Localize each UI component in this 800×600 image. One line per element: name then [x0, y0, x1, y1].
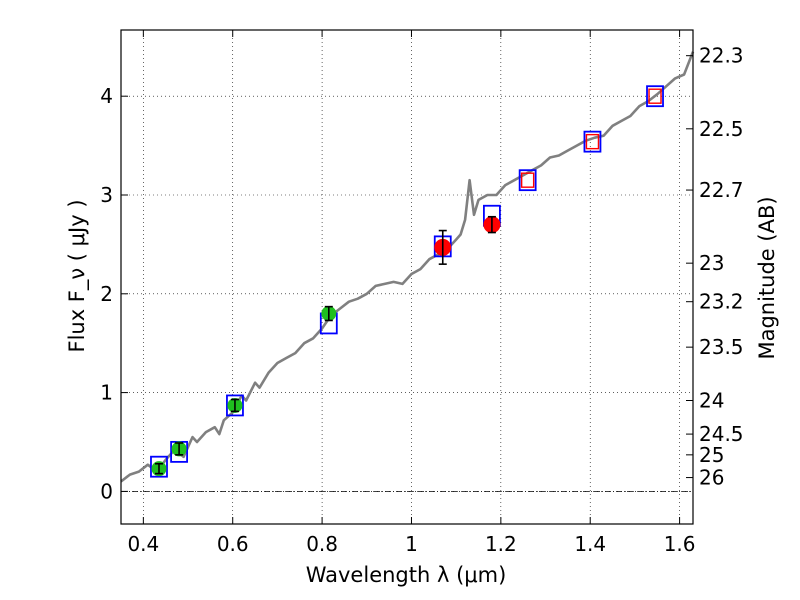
model-band-marker [518, 169, 537, 192]
y-tick-label: 1 [100, 381, 113, 405]
x-tick-label: 1.4 [574, 532, 606, 556]
y-tick-label: 4 [100, 84, 113, 108]
y-tick-label: 2 [100, 282, 113, 306]
right-tick-label: 22.7 [699, 178, 744, 202]
x-tick-label: 0.4 [127, 532, 159, 556]
model-spectrum-line [120, 51, 695, 483]
y-tick-label: 0 [100, 479, 113, 503]
upper-limit-marker [648, 88, 662, 104]
right-tick-label: 24.5 [699, 422, 744, 446]
right-tick-label: 23.5 [699, 335, 744, 359]
x-tick-label: 1.6 [664, 532, 696, 556]
model-band-marker [646, 85, 664, 108]
model-spectrum-layer [120, 51, 695, 483]
x-tick-label: 1 [405, 532, 418, 556]
right-tick-label: 23.2 [699, 290, 744, 314]
right-tick-label: 22.5 [699, 117, 744, 141]
x-tick-label: 0.6 [217, 532, 249, 556]
x-tick-label: 0.8 [306, 532, 338, 556]
right-tick-label: 22.3 [699, 44, 744, 68]
right-tick-label: 26 [699, 466, 724, 490]
right-tick-label: 24 [699, 389, 724, 413]
axis-ticks [121, 30, 693, 524]
right-axis-label: Magnitude (AB) [755, 196, 779, 359]
model-band-marker [583, 130, 602, 153]
observed-data-layer [151, 88, 662, 477]
x-tick-label: 1.2 [485, 532, 517, 556]
plot-frame [120, 29, 694, 525]
x-axis-label: Wavelength λ (μm) [306, 563, 507, 587]
upper-limit-marker [520, 172, 535, 188]
y-axis-label: Flux F_ν ( μJy ) [65, 199, 90, 352]
tick-labels: 0.4 0.6 0.8 1 1.2 1.4 1.60123422.322.522.72323… [100, 44, 743, 556]
grid [121, 30, 693, 524]
right-tick-label: 23 [699, 251, 724, 275]
upper-limit-marker [585, 133, 600, 150]
model-band-marker [150, 455, 168, 478]
model-band-marker [226, 394, 244, 417]
right-tick-label: 25 [699, 443, 724, 467]
y-tick-label: 3 [100, 183, 113, 207]
